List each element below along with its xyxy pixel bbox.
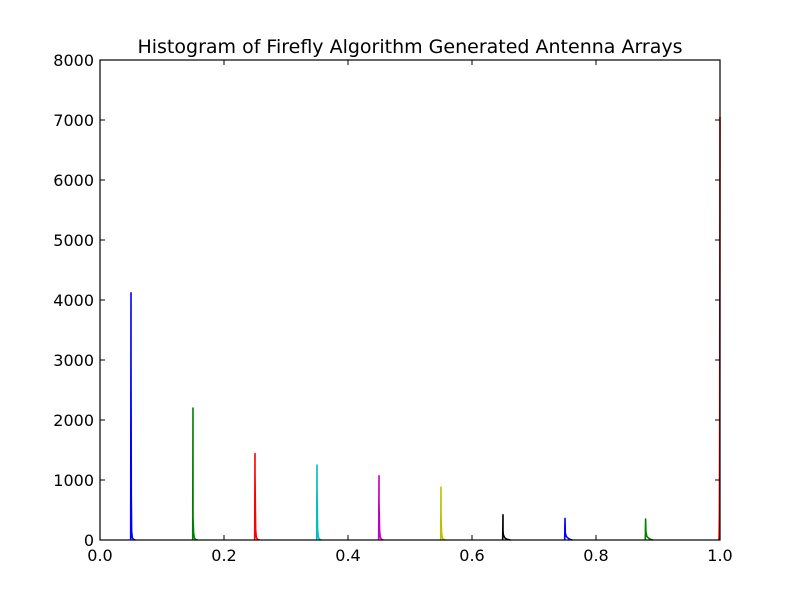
series-layer <box>129 116 721 541</box>
series-line-2 <box>191 407 198 541</box>
y-tick-label: 4000 <box>53 291 94 310</box>
ticks-layer: 0.0 0.2 0.4 0.6 0.8 1.0 0 1000 2000 3000 4000 5000 6… <box>53 51 732 565</box>
series-line-5 <box>377 474 384 541</box>
x-tick-label: 0.0 <box>87 546 112 565</box>
y-tick-label: 1000 <box>53 471 94 490</box>
y-tick-label: 2000 <box>53 411 94 430</box>
y-tick-label: 0 <box>84 531 94 550</box>
x-tick-label: 0.4 <box>335 546 360 565</box>
y-tick-label: 3000 <box>53 351 94 370</box>
x-tick-label: 1.0 <box>707 546 732 565</box>
chart-title: Histogram of Firefly Algorithm Generated… <box>137 36 682 58</box>
x-tick-label: 0.6 <box>459 546 484 565</box>
series-line-9 <box>644 518 654 541</box>
series-line-3 <box>253 452 260 541</box>
series-line-7 <box>501 513 511 541</box>
series-line-6 <box>439 486 446 541</box>
series-line-4 <box>315 464 322 541</box>
y-tick-label: 6000 <box>53 171 94 190</box>
y-tick-label: 8000 <box>53 51 94 70</box>
x-tick-label: 0.8 <box>583 546 608 565</box>
series-line-1 <box>129 291 136 541</box>
x-tick-label: 0.2 <box>211 546 236 565</box>
series-line-8 <box>563 517 573 541</box>
y-tick-label: 7000 <box>53 111 94 130</box>
y-tick-label: 5000 <box>53 231 94 250</box>
